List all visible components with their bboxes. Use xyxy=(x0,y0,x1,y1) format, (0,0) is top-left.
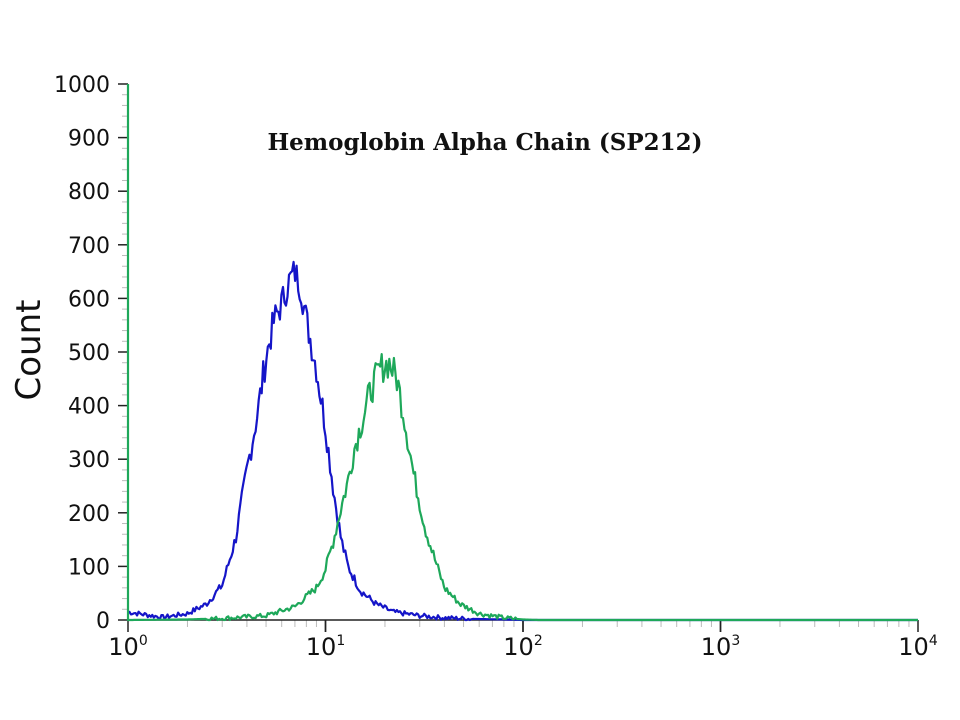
series-line-sp212 xyxy=(126,84,918,622)
y-tick-label: 600 xyxy=(68,287,110,312)
y-tick-label: 900 xyxy=(68,127,110,152)
x-axis-ticks: 100 101 102 103 104 xyxy=(108,633,938,661)
y-tick-label: 300 xyxy=(68,448,110,473)
y-tick-label: 200 xyxy=(68,502,110,527)
axes xyxy=(118,83,919,632)
y-tick-label: 700 xyxy=(68,234,110,259)
x-tick-label: 101 xyxy=(306,633,345,661)
x-tick-label: 102 xyxy=(503,633,542,661)
y-tick-label: 100 xyxy=(68,555,110,580)
y-axis-label: Count xyxy=(9,300,49,401)
series-line-isotype-control xyxy=(127,260,918,622)
series-layer xyxy=(126,84,918,622)
x-tick-label: 100 xyxy=(108,633,147,661)
y-tick-label: 0 xyxy=(96,609,110,634)
chart-title: Hemoglobin Alpha Chain (SP212) xyxy=(267,129,702,156)
x-tick-label: 103 xyxy=(701,633,740,661)
y-tick-label: 400 xyxy=(68,395,110,420)
y-tick-label: 1000 xyxy=(54,73,110,98)
y-axis-ticks: 0 100 200 300 400 500 600 700 800 900 1000 xyxy=(54,73,110,634)
y-tick-label: 500 xyxy=(68,341,110,366)
y-tick-label: 800 xyxy=(68,180,110,205)
x-tick-label: 104 xyxy=(898,633,938,661)
